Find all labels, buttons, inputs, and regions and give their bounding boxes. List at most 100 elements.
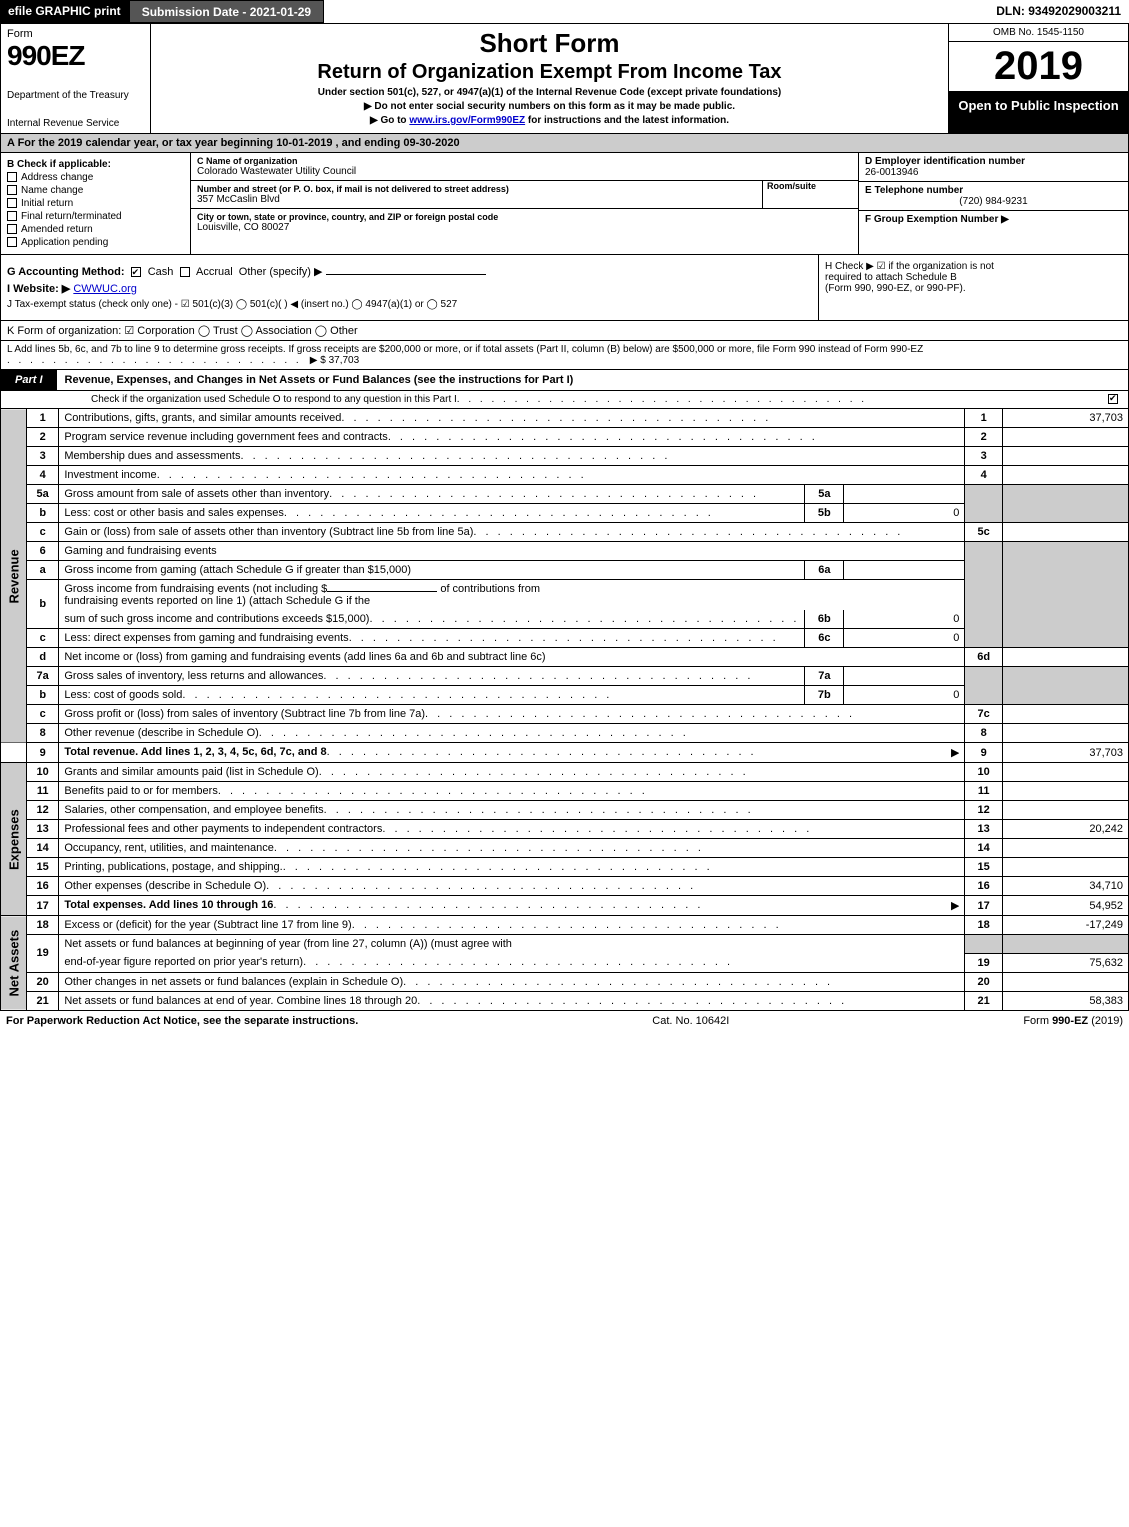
r20-amt <box>1002 972 1128 991</box>
street-cell: Number and street (or P. O. box, if mail… <box>191 181 858 209</box>
r1-num: 1 <box>27 409 59 428</box>
chk-final-return[interactable]: Final return/terminated <box>7 211 184 222</box>
efile-label[interactable]: efile GRAPHIC print <box>0 0 129 23</box>
r7c-num: c <box>27 705 59 724</box>
open-to-public: Open to Public Inspection <box>949 92 1128 133</box>
r7c-amt <box>1002 705 1128 724</box>
r4-desc: Investment income <box>64 469 156 481</box>
chk-initial-return[interactable]: Initial return <box>7 198 184 209</box>
g-label: G Accounting Method: <box>7 266 125 278</box>
row-4: 4 Investment income 4 <box>1 466 1129 485</box>
r6c-sub: 6c <box>805 629 844 648</box>
chk-address-change[interactable]: Address change <box>7 172 184 183</box>
chk-amended-return[interactable]: Amended return <box>7 224 184 235</box>
r14-ln: 14 <box>965 839 1003 858</box>
r10-ln: 10 <box>965 763 1003 782</box>
line-j: J Tax-exempt status (check only one) - ☑… <box>7 299 812 310</box>
chk-application-pending[interactable]: Application pending <box>7 237 184 248</box>
r3-ln: 3 <box>965 447 1003 466</box>
row-6a: a Gross income from gaming (attach Sched… <box>1 561 1129 580</box>
r21-ln: 21 <box>965 991 1003 1010</box>
irs-link[interactable]: www.irs.gov/Form990EZ <box>409 115 525 126</box>
chk-accrual[interactable] <box>180 267 190 277</box>
row-14: 14 Occupancy, rent, utilities, and maint… <box>1 839 1129 858</box>
part1-title: Revenue, Expenses, and Changes in Net As… <box>57 370 1128 390</box>
city: Louisville, CO 80027 <box>197 222 852 233</box>
h-line2: required to attach Schedule B <box>825 272 1122 283</box>
row-10: Expenses 10 Grants and similar amounts p… <box>1 763 1129 782</box>
r14-amt <box>1002 839 1128 858</box>
r6-num: 6 <box>27 542 59 561</box>
r9-ln: 9 <box>965 743 1003 763</box>
form-header: Form 990EZ Department of the Treasury In… <box>0 24 1129 134</box>
row-8: 8 Other revenue (describe in Schedule O)… <box>1 724 1129 743</box>
footer-mid: Cat. No. 10642I <box>358 1015 1023 1027</box>
side-revenue: Revenue <box>1 409 27 743</box>
r7c-ln: 7c <box>965 705 1003 724</box>
r6c-num: c <box>27 629 59 648</box>
r4-ln: 4 <box>965 466 1003 485</box>
r5a-num: 5a <box>27 485 59 504</box>
r3-amt <box>1002 447 1128 466</box>
row-5a: 5a Gross amount from sale of assets othe… <box>1 485 1129 504</box>
irs-label: Internal Revenue Service <box>7 118 144 129</box>
r2-ln: 2 <box>965 428 1003 447</box>
r13-desc: Professional fees and other payments to … <box>64 823 382 835</box>
line-l: L Add lines 5b, 6c, and 7b to line 9 to … <box>0 341 1129 370</box>
r19-num: 19 <box>27 935 59 973</box>
shade-5-amt <box>1002 485 1128 523</box>
shade-7 <box>965 667 1003 705</box>
r21-desc: Net assets or fund balances at end of ye… <box>64 995 417 1007</box>
org-name-cell: C Name of organization Colorado Wastewat… <box>191 153 858 181</box>
r13-num: 13 <box>27 820 59 839</box>
r11-ln: 11 <box>965 782 1003 801</box>
row-7b: b Less: cost of goods sold 7b 0 <box>1 686 1129 705</box>
submission-date: Submission Date - 2021-01-29 <box>129 0 324 23</box>
row-6: 6 Gaming and fundraising events <box>1 542 1129 561</box>
r5c-desc: Gain or (loss) from sale of assets other… <box>64 526 473 538</box>
row-15: 15 Printing, publications, postage, and … <box>1 858 1129 877</box>
r6d-num: d <box>27 648 59 667</box>
r7b-sv: 0 <box>844 686 965 705</box>
r20-desc: Other changes in net assets or fund bala… <box>64 976 403 988</box>
footer: For Paperwork Reduction Act Notice, see … <box>0 1011 1129 1031</box>
r5b-num: b <box>27 504 59 523</box>
r9-amt: 37,703 <box>1002 743 1128 763</box>
footer-left: For Paperwork Reduction Act Notice, see … <box>6 1015 358 1027</box>
r5b-sub: 5b <box>805 504 844 523</box>
row-6c: c Less: direct expenses from gaming and … <box>1 629 1129 648</box>
r19-amt: 75,632 <box>1002 953 1128 972</box>
chk-name-change[interactable]: Name change <box>7 185 184 196</box>
r5c-num: c <box>27 523 59 542</box>
part1-check-line: Check if the organization used Schedule … <box>0 391 1129 409</box>
row-19b: end-of-year figure reported on prior yea… <box>1 953 1129 972</box>
row-16: 16 Other expenses (describe in Schedule … <box>1 877 1129 896</box>
row-6d: d Net income or (loss) from gaming and f… <box>1 648 1129 667</box>
row-19a: 19 Net assets or fund balances at beginn… <box>1 935 1129 954</box>
h-line3: (Form 990, 990-EZ, or 990-PF). <box>825 283 1122 294</box>
row-6b-1: b Gross income from fundraising events (… <box>1 580 1129 611</box>
subtitle-2: ▶ Do not enter social security numbers o… <box>159 101 940 112</box>
r5a-sv <box>844 485 965 504</box>
g-other: Other (specify) ▶ <box>239 266 323 278</box>
goto-post: for instructions and the latest informat… <box>525 115 729 126</box>
r18-desc: Excess or (deficit) for the year (Subtra… <box>64 919 351 931</box>
r12-ln: 12 <box>965 801 1003 820</box>
room-label: Room/suite <box>767 181 852 191</box>
r7c-desc: Gross profit or (loss) from sales of inv… <box>64 708 425 720</box>
r8-desc: Other revenue (describe in Schedule O) <box>64 727 258 739</box>
r6b-num: b <box>27 580 59 629</box>
row-13: 13 Professional fees and other payments … <box>1 820 1129 839</box>
r7a-sv <box>844 667 965 686</box>
row-9: 9 Total revenue. Add lines 1, 2, 3, 4, 5… <box>1 743 1129 763</box>
city-label: City or town, state or province, country… <box>197 212 852 222</box>
website-link[interactable]: CWWUC.org <box>73 283 137 295</box>
r21-num: 21 <box>27 991 59 1010</box>
r6a-sv <box>844 561 965 580</box>
r16-amt: 34,710 <box>1002 877 1128 896</box>
line-i: I Website: ▶ CWWUC.org <box>7 282 812 295</box>
street: 357 McCaslin Blvd <box>197 194 762 205</box>
chk-cash[interactable] <box>131 267 141 277</box>
col-c-name-address: C Name of organization Colorado Wastewat… <box>191 153 858 254</box>
chk-schedule-o[interactable] <box>1108 394 1118 404</box>
